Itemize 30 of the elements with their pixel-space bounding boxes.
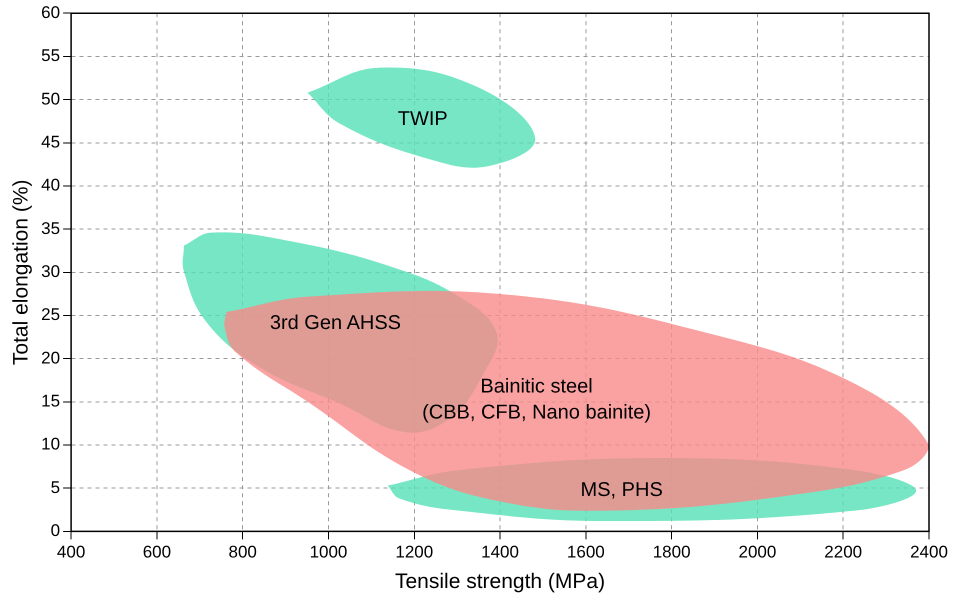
- x-tick-label: 2400: [910, 542, 948, 562]
- y-tick-label: 40: [41, 176, 60, 195]
- x-tick-label: 600: [142, 542, 172, 562]
- x-tick-label: 1600: [566, 542, 605, 562]
- x-tick-label: 800: [228, 542, 257, 562]
- y-tick-label: 50: [41, 89, 60, 108]
- x-tick-label: 400: [56, 542, 86, 562]
- y-tick-label: 20: [41, 348, 60, 368]
- x-tick-label: 2200: [824, 542, 862, 562]
- x-axis-title: Tensile strength (MPa): [395, 570, 606, 594]
- y-tick-label: 60: [41, 2, 60, 22]
- y-tick-label: 25: [41, 305, 60, 324]
- x-tick-label: 2000: [738, 542, 776, 562]
- y-tick-label: 15: [41, 392, 60, 411]
- y-axis-title: Total elongation (%): [9, 179, 32, 366]
- y-tick-label: 55: [41, 46, 60, 66]
- y-tick-label: 35: [41, 218, 60, 238]
- x-tick-label: 1200: [395, 542, 434, 562]
- series-label: Bainitic steel (CBB, CFB, Nano bainite): [422, 375, 652, 424]
- x-tick-label: 1400: [481, 542, 519, 562]
- y-tick-label: 5: [50, 478, 60, 497]
- y-tick-label: 45: [41, 132, 60, 152]
- series-label: MS, PHS: [580, 479, 663, 502]
- x-tick-label: 1800: [652, 542, 691, 562]
- y-tick-label: 0: [50, 521, 60, 540]
- series-label: TWIP: [398, 108, 448, 130]
- y-tick-label: 30: [41, 262, 60, 281]
- y-tick-label: 10: [41, 434, 60, 454]
- series-label: 3rd Gen AHSS: [270, 312, 402, 334]
- x-tick-label: 1000: [310, 542, 348, 562]
